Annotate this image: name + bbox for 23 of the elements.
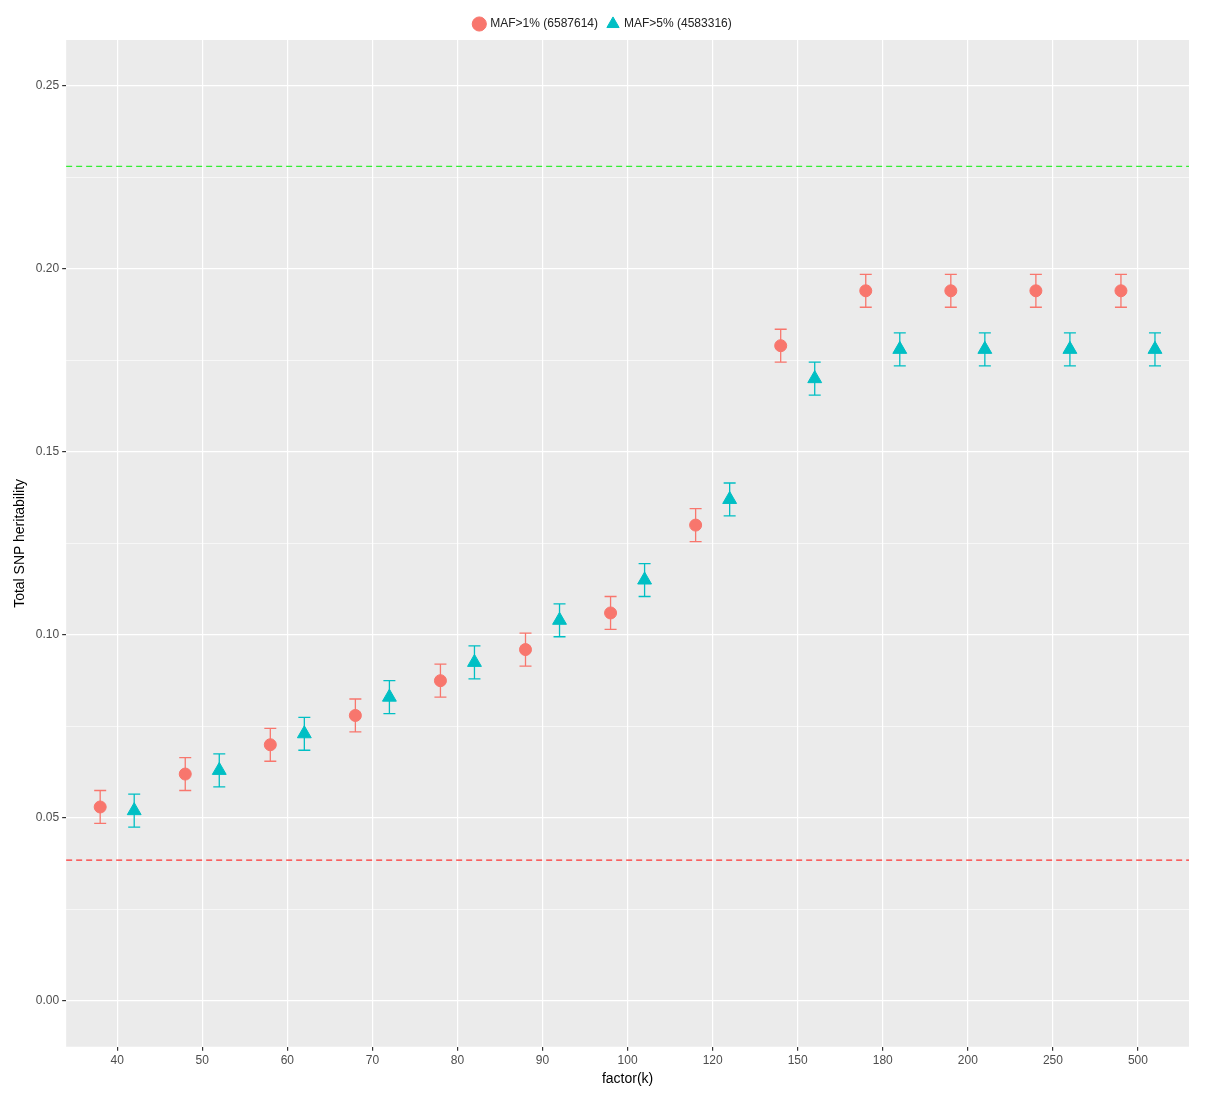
y-tick-label: 0.10 bbox=[35, 627, 60, 642]
x-tick-label: 250 bbox=[1042, 1053, 1064, 1068]
y-tick-label: 0.00 bbox=[35, 993, 60, 1008]
x-tick-label: 500 bbox=[1127, 1053, 1149, 1068]
x-tick-label: 90 bbox=[535, 1053, 550, 1068]
x-axis-title: factor(k) bbox=[601, 1070, 654, 1087]
x-tick-label: 60 bbox=[280, 1053, 295, 1068]
x-tick-label: 200 bbox=[957, 1053, 979, 1068]
x-tick-label: 40 bbox=[110, 1053, 125, 1068]
x-tick-label: 120 bbox=[702, 1053, 723, 1068]
x-tick-label: 70 bbox=[365, 1053, 380, 1068]
y-axis-title: Total SNP heritability bbox=[11, 478, 28, 608]
legend-label: MAF>5% (4583316) bbox=[624, 16, 732, 31]
x-tick-label: 150 bbox=[787, 1053, 809, 1068]
y-tick-label: 0.05 bbox=[35, 810, 60, 825]
x-tick-label: 80 bbox=[450, 1053, 465, 1068]
y-tick-label: 0.25 bbox=[35, 78, 60, 93]
legend-label: MAF>1% (6587614) bbox=[490, 16, 599, 31]
y-tick-label: 0.15 bbox=[35, 444, 60, 459]
x-tick-label: 180 bbox=[872, 1053, 894, 1068]
x-tick-label: 100 bbox=[617, 1053, 638, 1068]
x-tick-label: 50 bbox=[195, 1053, 210, 1068]
y-tick-label: 0.20 bbox=[35, 261, 60, 276]
